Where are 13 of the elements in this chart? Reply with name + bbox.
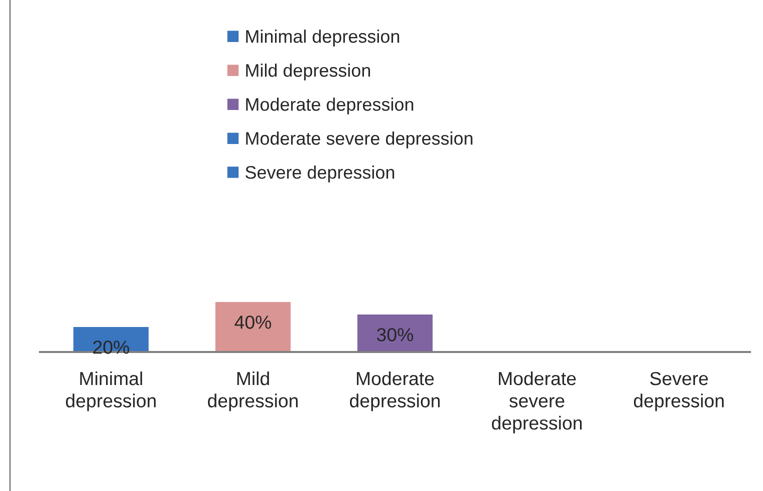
legend-label: Minimal depression bbox=[246, 30, 400, 46]
data-label: 30% bbox=[376, 328, 414, 342]
legend-label: Moderate depression bbox=[246, 98, 414, 114]
legend-label: Severe depression bbox=[246, 166, 394, 182]
data-label: 20% bbox=[93, 340, 130, 354]
x-tick-label: Moderate severe depression bbox=[492, 371, 582, 434]
x-tick-label: Severe depression bbox=[634, 372, 724, 412]
legend-label: Mild depression bbox=[246, 64, 370, 80]
x-tick-label: Minimal depression bbox=[66, 371, 156, 412]
x-tick-label: Moderate depression bbox=[350, 371, 440, 412]
x-tick-label: Mild depression bbox=[208, 371, 298, 412]
legend-label: Moderate severe depression bbox=[246, 132, 472, 148]
data-label: 40% bbox=[234, 316, 272, 329]
